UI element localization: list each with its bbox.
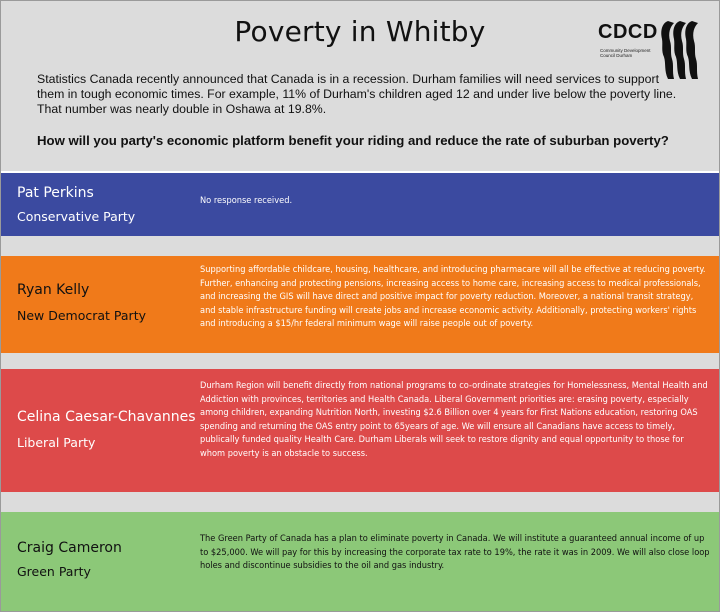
- candidate-response: Supporting affordable childcare, housing…: [200, 264, 706, 329]
- candidate-row-ndp: Ryan Kelly New Democrat Party Supporting…: [1, 256, 719, 353]
- logo-subtitle: Community Development Council Durham: [600, 48, 651, 58]
- candidate-name: Ryan Kelly: [17, 282, 90, 298]
- cdcd-logo: CDCD Community Development Council Durha…: [598, 19, 708, 81]
- candidate-response: No response received.: [200, 195, 293, 206]
- candidate-party: Green Party: [17, 564, 91, 579]
- candidate-row-green: Craig Cameron Green Party The Green Part…: [1, 512, 719, 611]
- candidate-name: Craig Cameron: [17, 540, 122, 556]
- question-text: How will you party's economic platform b…: [37, 133, 669, 148]
- page-title: Poverty in Whitby: [234, 15, 486, 48]
- candidate-party: Conservative Party: [17, 209, 136, 224]
- candidate-party: Liberal Party: [17, 435, 96, 450]
- candidate-row-liberal: Celina Caesar-Chavannes Liberal Party Du…: [1, 369, 719, 492]
- candidate-row-conservative: Pat Perkins Conservative Party No respon…: [1, 173, 719, 236]
- faces-silhouette-icon: [661, 21, 698, 79]
- header-panel: Poverty in Whitby CDCD Community Develop…: [1, 1, 719, 171]
- row-separator: [1, 236, 719, 256]
- logo-text: CDCD: [598, 21, 658, 43]
- candidate-name: Celina Caesar-Chavannes: [17, 409, 196, 425]
- row-separator: [1, 492, 719, 512]
- row-separator: [1, 353, 719, 369]
- candidate-party: New Democrat Party: [17, 308, 146, 323]
- intro-paragraph: Statistics Canada recently announced tha…: [37, 72, 677, 116]
- candidate-name: Pat Perkins: [17, 185, 94, 201]
- candidate-response: Durham Region will benefit directly from…: [200, 380, 708, 459]
- candidate-response: The Green Party of Canada has a plan to …: [200, 533, 710, 571]
